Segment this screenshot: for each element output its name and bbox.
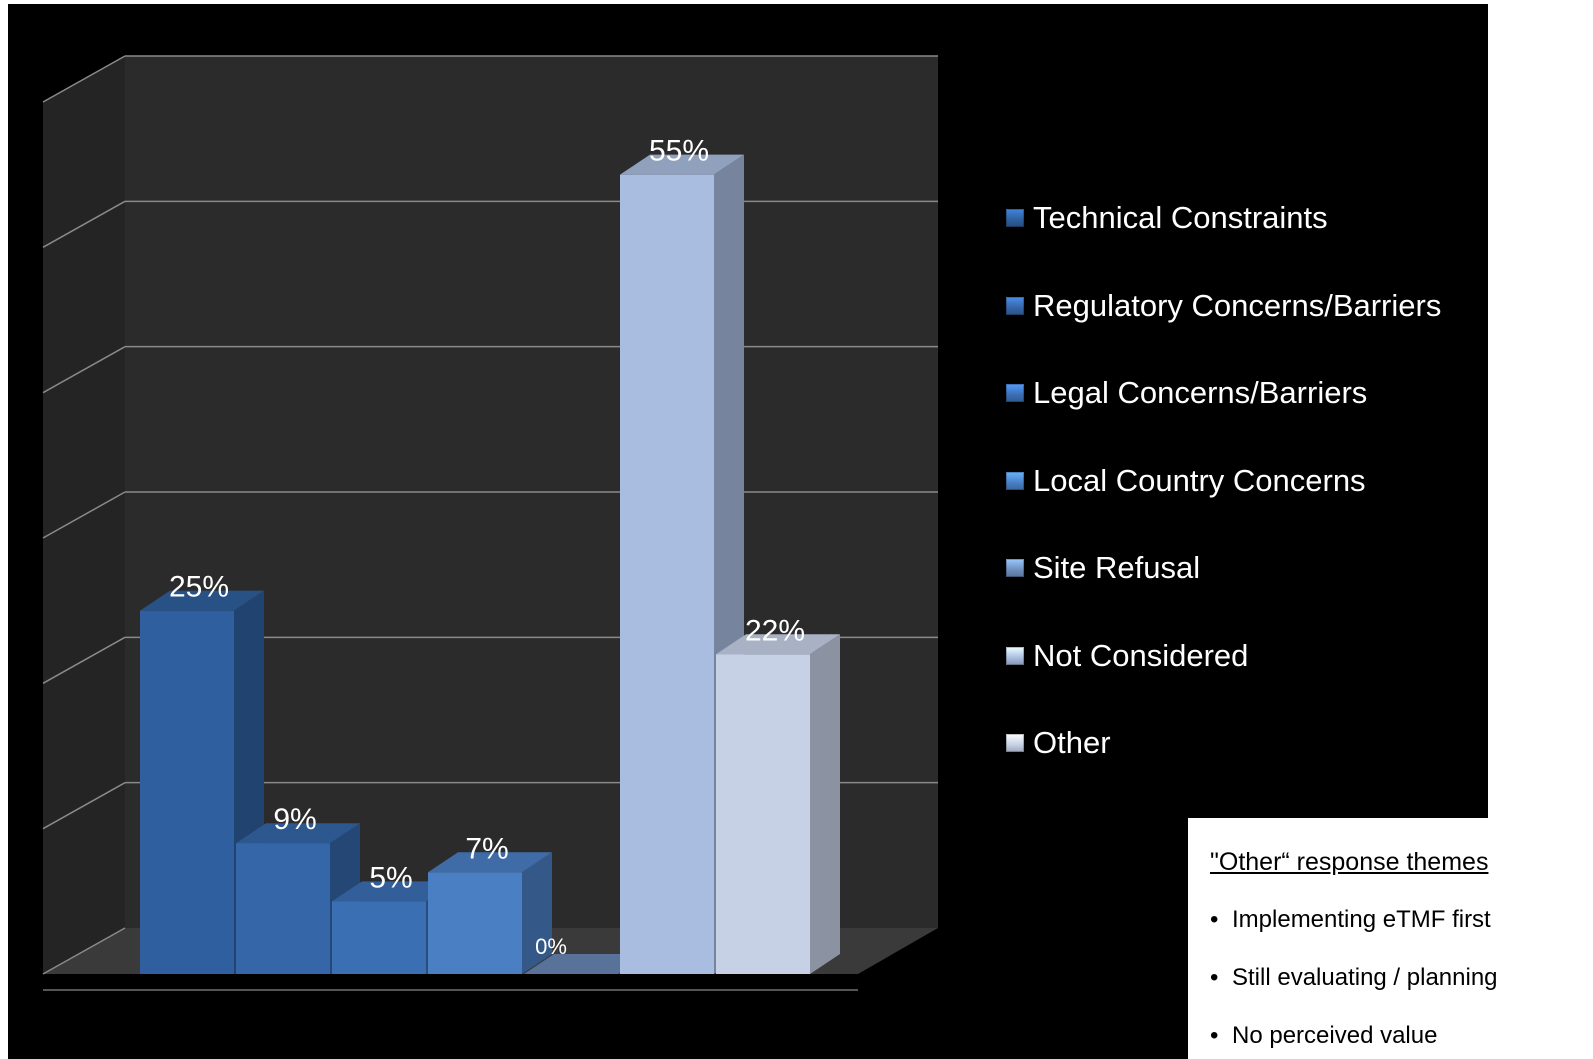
legend-item: Technical Constraints bbox=[1006, 198, 1496, 238]
bar bbox=[428, 872, 522, 974]
gridline-side bbox=[42, 782, 126, 830]
legend-label: Legal Concerns/Barriers bbox=[1033, 375, 1368, 410]
legend-label: Site Refusal bbox=[1033, 550, 1201, 585]
legend-swatch-icon bbox=[1006, 209, 1024, 227]
note-bullet-text: Implementing eTMF first bbox=[1232, 906, 1491, 933]
legend-label: Not Considered bbox=[1033, 637, 1249, 673]
bar-top bbox=[524, 954, 648, 974]
legend-label: Other bbox=[1033, 725, 1111, 760]
data-label: 25% bbox=[169, 571, 229, 604]
bar bbox=[332, 901, 426, 974]
data-label: 7% bbox=[465, 832, 508, 865]
bar-side bbox=[522, 852, 552, 974]
legend-item: Legal Concerns/Barriers bbox=[1006, 373, 1496, 413]
data-label: 9% bbox=[273, 803, 316, 836]
bar bbox=[716, 654, 810, 974]
legend-item: Site Refusal bbox=[1006, 548, 1496, 588]
note-bullet-text: No perceived value bbox=[1232, 1022, 1438, 1049]
bar-top bbox=[716, 634, 840, 655]
legend-swatch-icon bbox=[1006, 296, 1024, 315]
gridline-side bbox=[42, 636, 126, 684]
bar-top bbox=[236, 823, 360, 844]
bar bbox=[140, 610, 234, 974]
chart-area: 25% 9% 5% 7% 0% 55% 22% Technical Constraints R… bbox=[8, 4, 1488, 1059]
legend-swatch-icon bbox=[1006, 646, 1024, 665]
note-title: "Other“ response themes bbox=[1210, 848, 1489, 876]
legend-label: Local Country Concerns bbox=[1033, 462, 1366, 498]
data-label: 22% bbox=[745, 614, 805, 647]
bar-side bbox=[810, 634, 840, 974]
bar bbox=[620, 174, 714, 974]
bullet-icon: • bbox=[1210, 964, 1219, 991]
bullet-icon: • bbox=[1210, 906, 1219, 933]
legend-item: Local Country Concerns bbox=[1006, 461, 1496, 501]
legend-swatch-icon bbox=[1006, 734, 1024, 752]
gridline-side bbox=[42, 200, 126, 248]
bar-top bbox=[332, 881, 456, 902]
bar-top bbox=[620, 154, 744, 175]
legend-swatch-icon bbox=[1006, 559, 1024, 577]
bar bbox=[236, 843, 330, 974]
bar-top bbox=[140, 590, 264, 611]
gridline-side bbox=[42, 346, 126, 394]
data-label: 5% bbox=[369, 861, 412, 894]
legend-swatch-icon bbox=[1006, 384, 1024, 402]
gridline-side bbox=[42, 491, 126, 539]
gridline-side bbox=[42, 927, 126, 975]
bar-top bbox=[428, 852, 552, 873]
other-themes-note: "Other“ response themes • Implementing eT… bbox=[1188, 818, 1588, 1059]
legend-item: Other bbox=[1006, 723, 1496, 763]
data-label: 0% bbox=[535, 934, 567, 959]
bullet-icon: • bbox=[1210, 1022, 1219, 1049]
legend-label: Technical Constraints bbox=[1033, 200, 1328, 235]
legend-label: Regulatory Concerns/Barriers bbox=[1033, 287, 1442, 323]
legend-swatch-icon bbox=[1006, 471, 1024, 490]
note-bullet: • Implementing eTMF first bbox=[1210, 906, 1491, 934]
data-label: 55% bbox=[649, 135, 709, 168]
gridline-side bbox=[42, 55, 126, 103]
note-bullet-text: Still evaluating / planning bbox=[1232, 964, 1498, 991]
legend-item: Regulatory Concerns/Barriers bbox=[1006, 286, 1496, 326]
legend-item: Not Considered bbox=[1006, 636, 1496, 676]
note-bullet: • Still evaluating / planning bbox=[1210, 964, 1498, 992]
note-bullet: • No perceived value bbox=[1210, 1022, 1437, 1050]
chart-svg: 25% 9% 5% 7% 0% 55% 22% bbox=[42, 55, 938, 991]
